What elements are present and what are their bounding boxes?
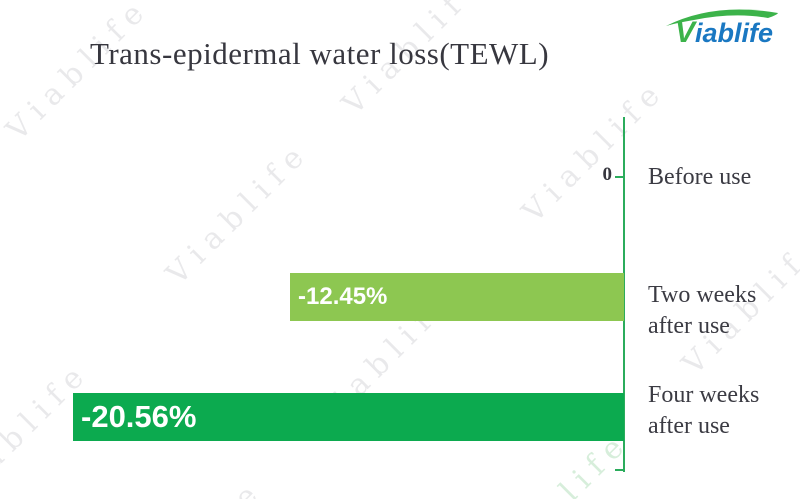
category-line: after use bbox=[648, 313, 730, 339]
zero-value-label: 0 bbox=[602, 164, 613, 185]
axis-tick-before-use bbox=[615, 176, 624, 178]
watermark-text: Viablife bbox=[159, 134, 318, 292]
watermark-text: Viablife bbox=[0, 0, 158, 148]
category-label-two-weeks: Two weeks after use bbox=[648, 280, 756, 342]
category-label-before-use: Before use bbox=[648, 162, 751, 193]
chart-title: Trans-epidermal water loss(TEWL) bbox=[90, 36, 550, 71]
brand-letter-v: V bbox=[674, 16, 695, 49]
bar-four-weeks-value: -20.56% bbox=[81, 399, 197, 434]
category-line: Before use bbox=[648, 164, 752, 190]
category-line: Two weeks bbox=[648, 282, 757, 308]
value-axis-line bbox=[623, 117, 625, 472]
bar-two-weeks-value: -12.45% bbox=[298, 283, 388, 310]
axis-tick-four-weeks bbox=[615, 469, 624, 471]
brand-wordmark: Viablife bbox=[658, 16, 790, 49]
brand-logo: Viablife bbox=[658, 6, 790, 52]
bar-two-weeks: -12.45% bbox=[290, 273, 624, 321]
watermark-text: Viablife bbox=[515, 72, 674, 230]
category-line: Four weeks bbox=[648, 382, 760, 408]
watermark-text: Viablife bbox=[114, 472, 272, 499]
category-label-four-weeks: Four weeks after use bbox=[648, 380, 759, 442]
brand-letters-rest: iablife bbox=[694, 18, 774, 48]
leaf-swoosh-icon bbox=[666, 9, 778, 26]
bar-four-weeks: -20.56% bbox=[73, 393, 624, 441]
category-line: after use bbox=[648, 413, 730, 439]
